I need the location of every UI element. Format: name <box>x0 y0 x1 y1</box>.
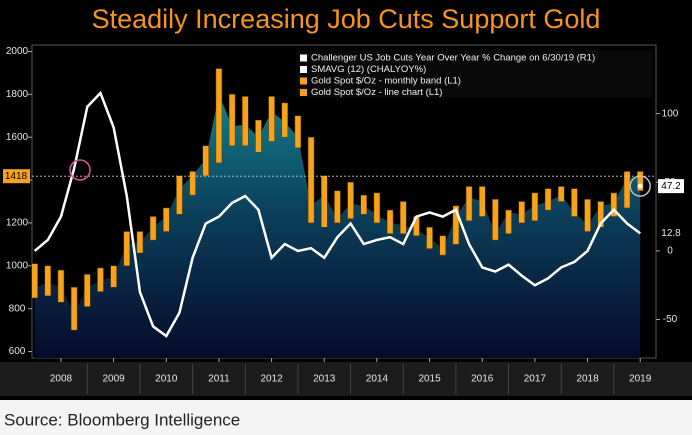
gold-band-bar <box>189 171 196 196</box>
gold-band-bar <box>97 267 104 292</box>
gold-band-bar <box>307 136 315 224</box>
source: Source: Bloomberg Intelligence <box>4 410 240 429</box>
x-tick-label: 2015 <box>418 374 441 385</box>
gold-band-bar <box>242 96 249 147</box>
gold-band-bar <box>84 274 91 307</box>
y2-tick-label: 100 <box>662 108 679 119</box>
gold-band-bar <box>478 186 486 217</box>
y-tick-label: 2000 <box>6 46 29 57</box>
gold-band-bar <box>386 209 394 234</box>
gold-band-bar <box>571 188 578 217</box>
gold-band-bar <box>215 68 223 164</box>
last-value-label: 12.8 <box>661 228 681 239</box>
gold-band-bar <box>636 171 644 192</box>
gold-band-bar <box>452 205 460 245</box>
gold-band-bar <box>110 265 117 288</box>
gold-band-bar <box>465 186 473 222</box>
x-tick-label: 2010 <box>155 374 178 385</box>
gold-band-bar <box>584 199 591 232</box>
y-tick-label: 800 <box>9 303 26 314</box>
y2-tick-label: 0 <box>667 246 673 257</box>
gold-band-bar <box>439 235 446 256</box>
x-tick-label: 2016 <box>471 374 494 385</box>
gold-band-bar <box>202 145 210 177</box>
x-tick-label: 2014 <box>366 374 389 385</box>
gold-band-bar <box>518 201 525 224</box>
gold-band-bar <box>531 192 539 222</box>
x-tick-label: 2011 <box>208 374 230 385</box>
x-tick-label: 2019 <box>629 374 652 385</box>
gold-band-bar <box>426 226 433 249</box>
legend-swatch <box>300 66 307 73</box>
gold-band-bar <box>228 94 236 147</box>
plot: 600800100012001400160018002000-500501002… <box>3 44 684 394</box>
chart-title: Steadily Increasing Job Cuts Support Gol… <box>92 4 601 34</box>
gold-band-bar <box>505 209 512 234</box>
gold-band-bar <box>281 102 289 138</box>
y-tick-label: 1200 <box>6 218 29 229</box>
gold-band-bar <box>57 269 65 303</box>
gold-band-bar <box>70 287 78 331</box>
legend-swatch <box>300 77 307 85</box>
highlight-circle <box>69 159 91 181</box>
yoy-point <box>637 183 643 189</box>
gold-band-bar <box>373 192 381 224</box>
gold-band-bar <box>149 216 157 241</box>
smavg-line <box>33 90 641 338</box>
gold-band-bar <box>268 96 275 142</box>
last-value-label: 47.2 <box>661 181 681 192</box>
gold-band-bar <box>623 171 631 209</box>
y-tick-label: 1000 <box>6 260 29 271</box>
y-tick-label: 600 <box>9 346 26 357</box>
gold-band-bar <box>347 181 354 219</box>
legend: Challenger US Job Cuts Year Over Year % … <box>296 50 652 98</box>
gold-band-bar <box>597 201 604 228</box>
x-axis-band <box>0 362 692 396</box>
legend-swatch <box>300 89 307 96</box>
gold-band-bar <box>557 186 565 202</box>
y-tick-label: 1600 <box>6 132 29 143</box>
legend-box <box>296 50 652 98</box>
x-tick-label: 2008 <box>50 374 73 385</box>
gold-band-bar <box>492 199 499 241</box>
gold-band-bar <box>44 265 52 297</box>
legend-label: Gold Spot $/Oz - line chart (L1) <box>311 87 442 98</box>
x-tick-label: 2009 <box>102 374 125 385</box>
x-tick-label: 2017 <box>524 374 547 385</box>
legend-label: SMAVG (12) (CHALYOY%) <box>311 64 426 75</box>
gold-band-bar <box>255 119 262 153</box>
gold-area <box>34 94 641 358</box>
gold-band-bar <box>610 192 618 217</box>
y2-tick-label: -50 <box>663 314 678 325</box>
last-value-label: 1418 <box>5 171 28 182</box>
gold-band-bar <box>163 207 170 232</box>
gold-band-bar <box>334 190 341 224</box>
gold-band-bar <box>176 175 183 215</box>
gold-band-bar <box>31 263 38 299</box>
last-value-box <box>3 169 30 184</box>
x-tick-label: 2012 <box>260 374 283 385</box>
gold-band-bar <box>123 231 131 267</box>
gold-band-bar <box>360 194 367 215</box>
legend-swatch <box>300 54 307 62</box>
gold-band-bar <box>136 231 144 254</box>
gold-band-bar <box>399 201 407 234</box>
y-tick-label: 1800 <box>6 89 29 100</box>
legend-label: Challenger US Job Cuts Year Over Year % … <box>311 53 595 64</box>
gold-band-bar <box>321 175 328 228</box>
gold-band-bar <box>544 188 552 211</box>
gold-band-bar <box>294 115 302 149</box>
x-tick-label: 2013 <box>313 374 336 385</box>
last-value-box <box>658 179 684 194</box>
x-tick-label: 2018 <box>576 374 599 385</box>
footer-background <box>0 400 692 435</box>
legend-label: Gold Spot $/Oz - monthly band (L1) <box>311 76 461 87</box>
